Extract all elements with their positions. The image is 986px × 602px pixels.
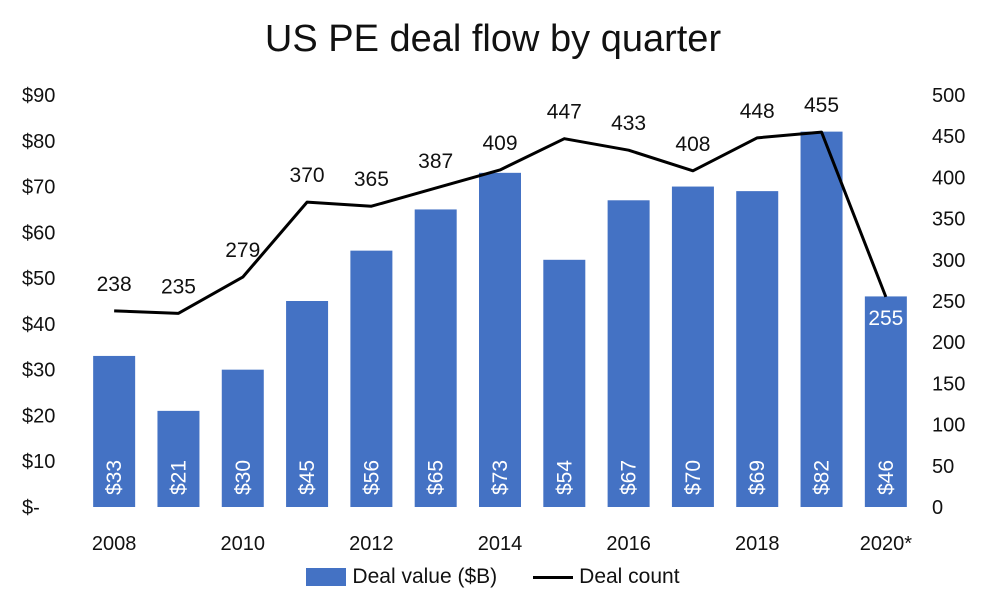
y-left-tick-label: $90: [22, 85, 55, 107]
bar-deal-value: [286, 301, 329, 507]
legend-line-swatch: [533, 575, 574, 579]
y-right-tick-label: 350: [932, 209, 965, 231]
line-value-label: 387: [418, 150, 453, 173]
bar-value-label: $69: [746, 460, 769, 495]
bar-value-label: $56: [360, 460, 383, 495]
y-left-tick-label: $10: [22, 451, 55, 473]
y-right-tick-label: 0: [932, 497, 943, 519]
bar-deal-value: [350, 250, 393, 507]
bar-value-label: $21: [167, 460, 190, 495]
bar-deal-value: [607, 200, 650, 508]
legend-item-deal-value: Deal value ($B): [306, 565, 497, 589]
y-right-tick-label: 200: [932, 332, 965, 354]
bar-value-label: $82: [811, 460, 834, 495]
x-tick-label: 2014: [478, 533, 523, 555]
bar-deal-value: [736, 191, 779, 507]
y-left-tick-label: $80: [22, 131, 55, 153]
bar-value-label: $33: [103, 460, 126, 495]
y-right-tick-label: 400: [932, 167, 965, 189]
y-left-tick-label: $70: [22, 177, 55, 199]
line-value-label: 433: [611, 112, 646, 135]
bar-deal-value: [157, 410, 200, 507]
bar-value-label: $67: [618, 460, 641, 495]
line-value-label: 455: [804, 94, 839, 117]
line-value-label: 255: [868, 307, 903, 330]
y-right-tick-label: 150: [932, 373, 965, 395]
y-right-tick-label: 250: [932, 291, 965, 313]
y-left-tick-label: $60: [22, 222, 55, 244]
bar-deal-value: [864, 296, 907, 507]
y-right-tick-label: 100: [932, 415, 965, 437]
y-left-tick-label: $-: [22, 497, 40, 519]
bar-deal-value: [543, 259, 586, 507]
bar-deal-value: [800, 131, 843, 507]
bar-value-label: $54: [553, 460, 576, 495]
bar-value-label: $70: [682, 460, 705, 495]
x-tick-label: 2012: [349, 533, 394, 555]
legend-label-deal-value: Deal value ($B): [352, 565, 498, 588]
bar-deal-value: [221, 369, 264, 507]
x-tick-label: 2016: [606, 533, 651, 555]
chart-plot: $- $10 $20 $30 $40 $50 $60 $70 $80 $90 0 50 100 150 20…: [22, 85, 965, 555]
y-left-tick-label: $30: [22, 360, 55, 382]
y-left-tick-label: $50: [22, 268, 55, 290]
line-value-label: 279: [225, 239, 260, 262]
bar-deal-value: [93, 355, 136, 507]
chart-title: US PE deal flow by quarter: [264, 18, 722, 60]
bar-value-label: $45: [296, 460, 319, 495]
y-right-tick-label: 50: [932, 456, 954, 478]
line-value-label: 235: [161, 275, 196, 298]
y-right-tick-label: 450: [932, 126, 965, 148]
bar-deal-value: [671, 186, 714, 508]
y-right-tick-label: 500: [932, 85, 965, 107]
y-left-tick-label: $20: [22, 405, 55, 427]
x-tick-label: 2010: [221, 533, 266, 555]
bar-value-label: $65: [425, 460, 448, 495]
legend-label-deal-count: Deal count: [579, 565, 680, 588]
line-value-label: 447: [547, 101, 582, 124]
x-tick-label: 2020*: [860, 533, 912, 555]
line-value-label: 370: [290, 164, 325, 187]
line-value-label: 238: [97, 273, 132, 296]
bar-value-label: $73: [489, 460, 512, 495]
x-tick-label: 2008: [92, 533, 137, 555]
legend-item-deal-count: Deal count: [533, 565, 680, 589]
y-left-tick-label: $40: [22, 314, 55, 336]
bar-deal-value: [479, 172, 521, 508]
legend-bar-swatch: [306, 568, 347, 586]
line-value-label: 448: [740, 100, 775, 123]
y-right-tick-label: 300: [932, 250, 965, 272]
line-value-label: 365: [354, 168, 389, 191]
bar-deal-value: [414, 209, 457, 507]
chart-legend: Deal value ($B) Deal count: [0, 565, 986, 589]
x-tick-label: 2018: [735, 533, 780, 555]
line-value-label: 409: [482, 132, 517, 155]
bar-value-label: $46: [875, 460, 898, 495]
line-value-label: 408: [675, 133, 710, 156]
bar-value-label: $30: [232, 460, 255, 495]
